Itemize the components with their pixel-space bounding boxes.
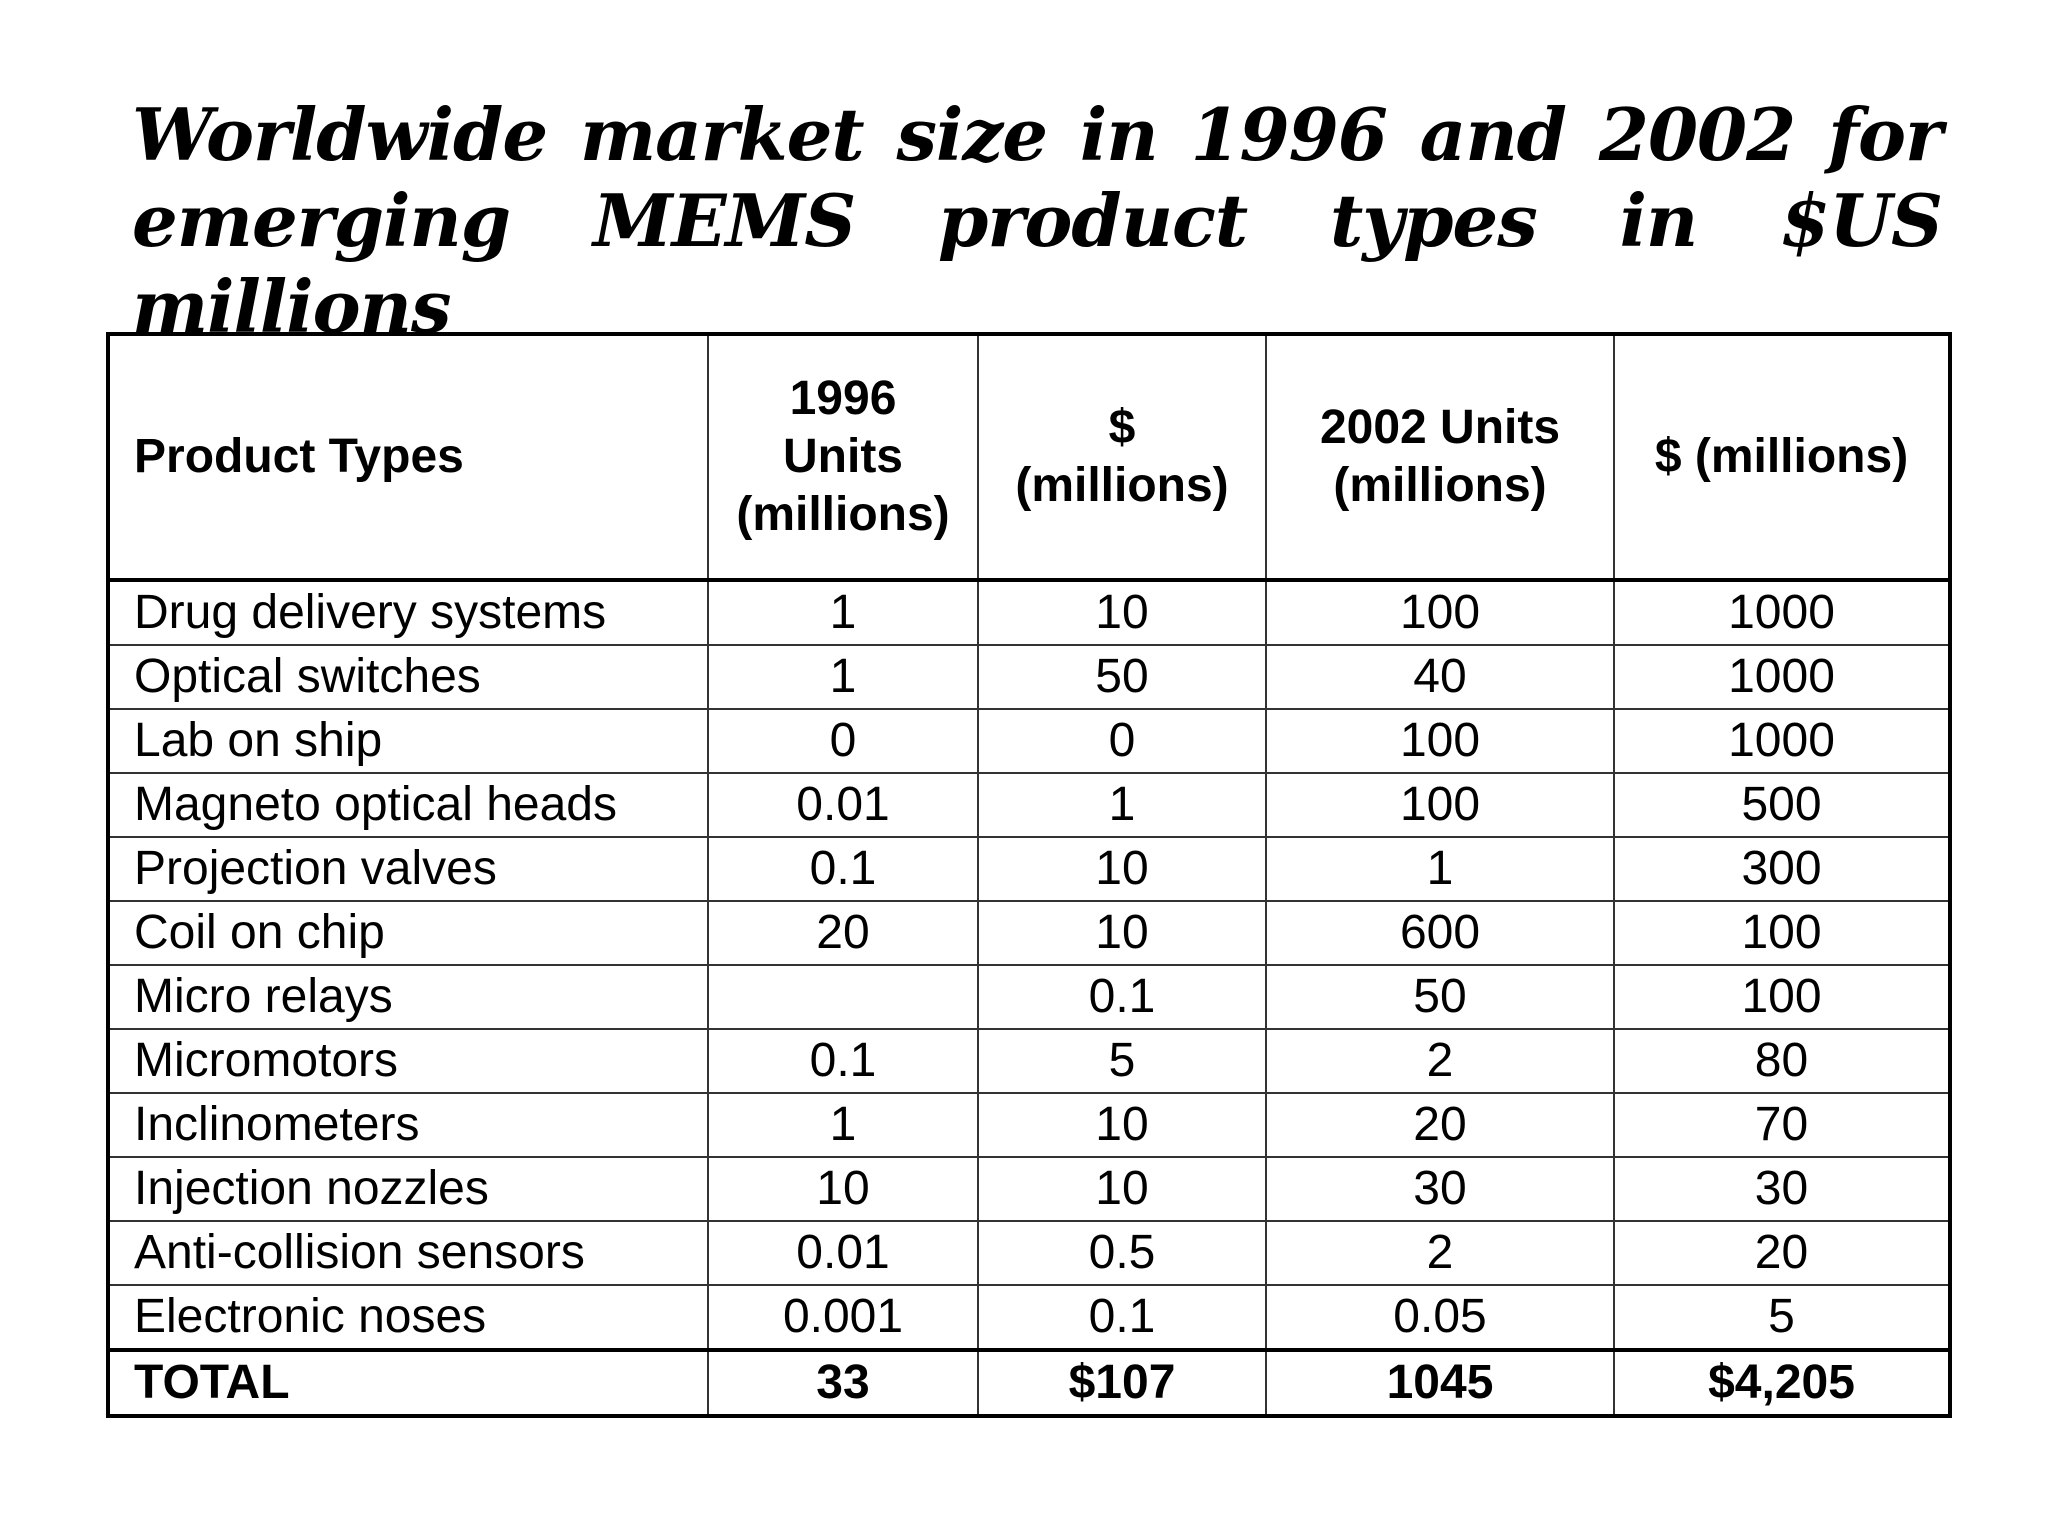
- dollars-2002-cell: 80: [1613, 1028, 1951, 1094]
- dollars-1996-cell: 0.1: [977, 1284, 1267, 1351]
- market-size-table: Product Types 1996 Units (millions) $ (m…: [106, 332, 1952, 1418]
- product-cell: Micromotors: [107, 1028, 709, 1094]
- dollars-2002-cell: 1000: [1613, 579, 1951, 646]
- units-2002-cell: 40: [1265, 644, 1615, 710]
- units-1996-cell: 1: [707, 644, 979, 710]
- header-2002-units: 2002 Units (millions): [1265, 333, 1615, 582]
- product-cell: Drug delivery systems: [107, 579, 709, 646]
- dollars-2002-cell: 20: [1613, 1220, 1951, 1286]
- title-line-2: emerging MEMS product types in $US milli…: [132, 178, 1943, 349]
- units-2002-cell: 100: [1265, 772, 1615, 838]
- total-units-1996: 33: [707, 1348, 979, 1417]
- product-cell: Coil on chip: [107, 900, 709, 966]
- table-row: Electronic noses 0.001 0.1 0.05 5: [107, 1284, 1951, 1351]
- total-row: TOTAL 33 $107 1045 $4,205: [107, 1348, 1951, 1417]
- dollars-1996-cell: 1: [977, 772, 1267, 838]
- total-dollars-2002: $4,205: [1613, 1348, 1951, 1417]
- total-label: TOTAL: [107, 1348, 709, 1417]
- dollars-2002-cell: 70: [1613, 1092, 1951, 1158]
- units-2002-cell: 2: [1265, 1220, 1615, 1286]
- dollars-2002-cell: 100: [1613, 964, 1951, 1030]
- product-cell: Injection nozzles: [107, 1156, 709, 1222]
- table-row: Coil on chip 20 10 600 100: [107, 900, 1951, 966]
- table-row: Lab on ship 0 0 100 1000: [107, 708, 1951, 774]
- units-2002-cell: 600: [1265, 900, 1615, 966]
- table-row: Micromotors 0.1 5 2 80: [107, 1028, 1951, 1094]
- table-row: Injection nozzles 10 10 30 30: [107, 1156, 1951, 1222]
- dollars-2002-cell: 500: [1613, 772, 1951, 838]
- dollars-1996-cell: 10: [977, 836, 1267, 902]
- units-2002-cell: 100: [1265, 579, 1615, 646]
- dollars-1996-cell: 0.5: [977, 1220, 1267, 1286]
- product-cell: Lab on ship: [107, 708, 709, 774]
- units-2002-cell: 30: [1265, 1156, 1615, 1222]
- header-1996-dollars: $ (millions): [977, 333, 1267, 582]
- dollars-1996-cell: 10: [977, 900, 1267, 966]
- units-2002-cell: 1: [1265, 836, 1615, 902]
- product-cell: Micro relays: [107, 964, 709, 1030]
- dollars-1996-cell: 0: [977, 708, 1267, 774]
- dollars-1996-cell: 5: [977, 1028, 1267, 1094]
- header-row: Product Types 1996 Units (millions) $ (m…: [107, 333, 1951, 582]
- title-line-1: Worldwide market size in 1996 and 2002 f…: [132, 92, 1943, 177]
- dollars-2002-cell: 5: [1613, 1284, 1951, 1351]
- units-2002-cell: 20: [1265, 1092, 1615, 1158]
- header-2002-dollars: $ (millions): [1613, 333, 1951, 582]
- dollars-2002-cell: 1000: [1613, 644, 1951, 710]
- units-1996-cell: 10: [707, 1156, 979, 1222]
- dollars-2002-cell: 1000: [1613, 708, 1951, 774]
- table-row: Drug delivery systems 1 10 100 1000: [107, 579, 1951, 646]
- page-title: Worldwide market size in 1996 and 2002 f…: [132, 92, 1943, 350]
- units-1996-cell: 0.01: [707, 1220, 979, 1286]
- dollars-1996-cell: 10: [977, 1156, 1267, 1222]
- units-1996-cell: 0.1: [707, 836, 979, 902]
- product-cell: Inclinometers: [107, 1092, 709, 1158]
- units-1996-cell: [707, 964, 979, 1030]
- total-dollars-1996: $107: [977, 1348, 1267, 1417]
- dollars-1996-cell: 50: [977, 644, 1267, 710]
- units-2002-cell: 2: [1265, 1028, 1615, 1094]
- units-1996-cell: 1: [707, 1092, 979, 1158]
- product-cell: Projection valves: [107, 836, 709, 902]
- dollars-1996-cell: 0.1: [977, 964, 1267, 1030]
- dollars-2002-cell: 300: [1613, 836, 1951, 902]
- units-1996-cell: 1: [707, 579, 979, 646]
- table-row: Optical switches 1 50 40 1000: [107, 644, 1951, 710]
- units-1996-cell: 0: [707, 708, 979, 774]
- units-2002-cell: 0.05: [1265, 1284, 1615, 1351]
- table-row: Anti-collision sensors 0.01 0.5 2 20: [107, 1220, 1951, 1286]
- table-row: Magneto optical heads 0.01 1 100 500: [107, 772, 1951, 838]
- dollars-1996-cell: 10: [977, 579, 1267, 646]
- product-cell: Magneto optical heads: [107, 772, 709, 838]
- product-cell: Anti-collision sensors: [107, 1220, 709, 1286]
- header-1996-units: 1996 Units (millions): [707, 333, 979, 582]
- table-row: Projection valves 0.1 10 1 300: [107, 836, 1951, 902]
- units-1996-cell: 0.001: [707, 1284, 979, 1351]
- total-units-2002: 1045: [1265, 1348, 1615, 1417]
- product-cell: Electronic noses: [107, 1284, 709, 1351]
- units-2002-cell: 100: [1265, 708, 1615, 774]
- table-row: Inclinometers 1 10 20 70: [107, 1092, 1951, 1158]
- header-product-types: Product Types: [107, 333, 709, 582]
- dollars-2002-cell: 100: [1613, 900, 1951, 966]
- table-row: Micro relays 0.1 50 100: [107, 964, 1951, 1030]
- dollars-2002-cell: 30: [1613, 1156, 1951, 1222]
- units-1996-cell: 0.1: [707, 1028, 979, 1094]
- units-2002-cell: 50: [1265, 964, 1615, 1030]
- units-1996-cell: 20: [707, 900, 979, 966]
- dollars-1996-cell: 10: [977, 1092, 1267, 1158]
- product-cell: Optical switches: [107, 644, 709, 710]
- units-1996-cell: 0.01: [707, 772, 979, 838]
